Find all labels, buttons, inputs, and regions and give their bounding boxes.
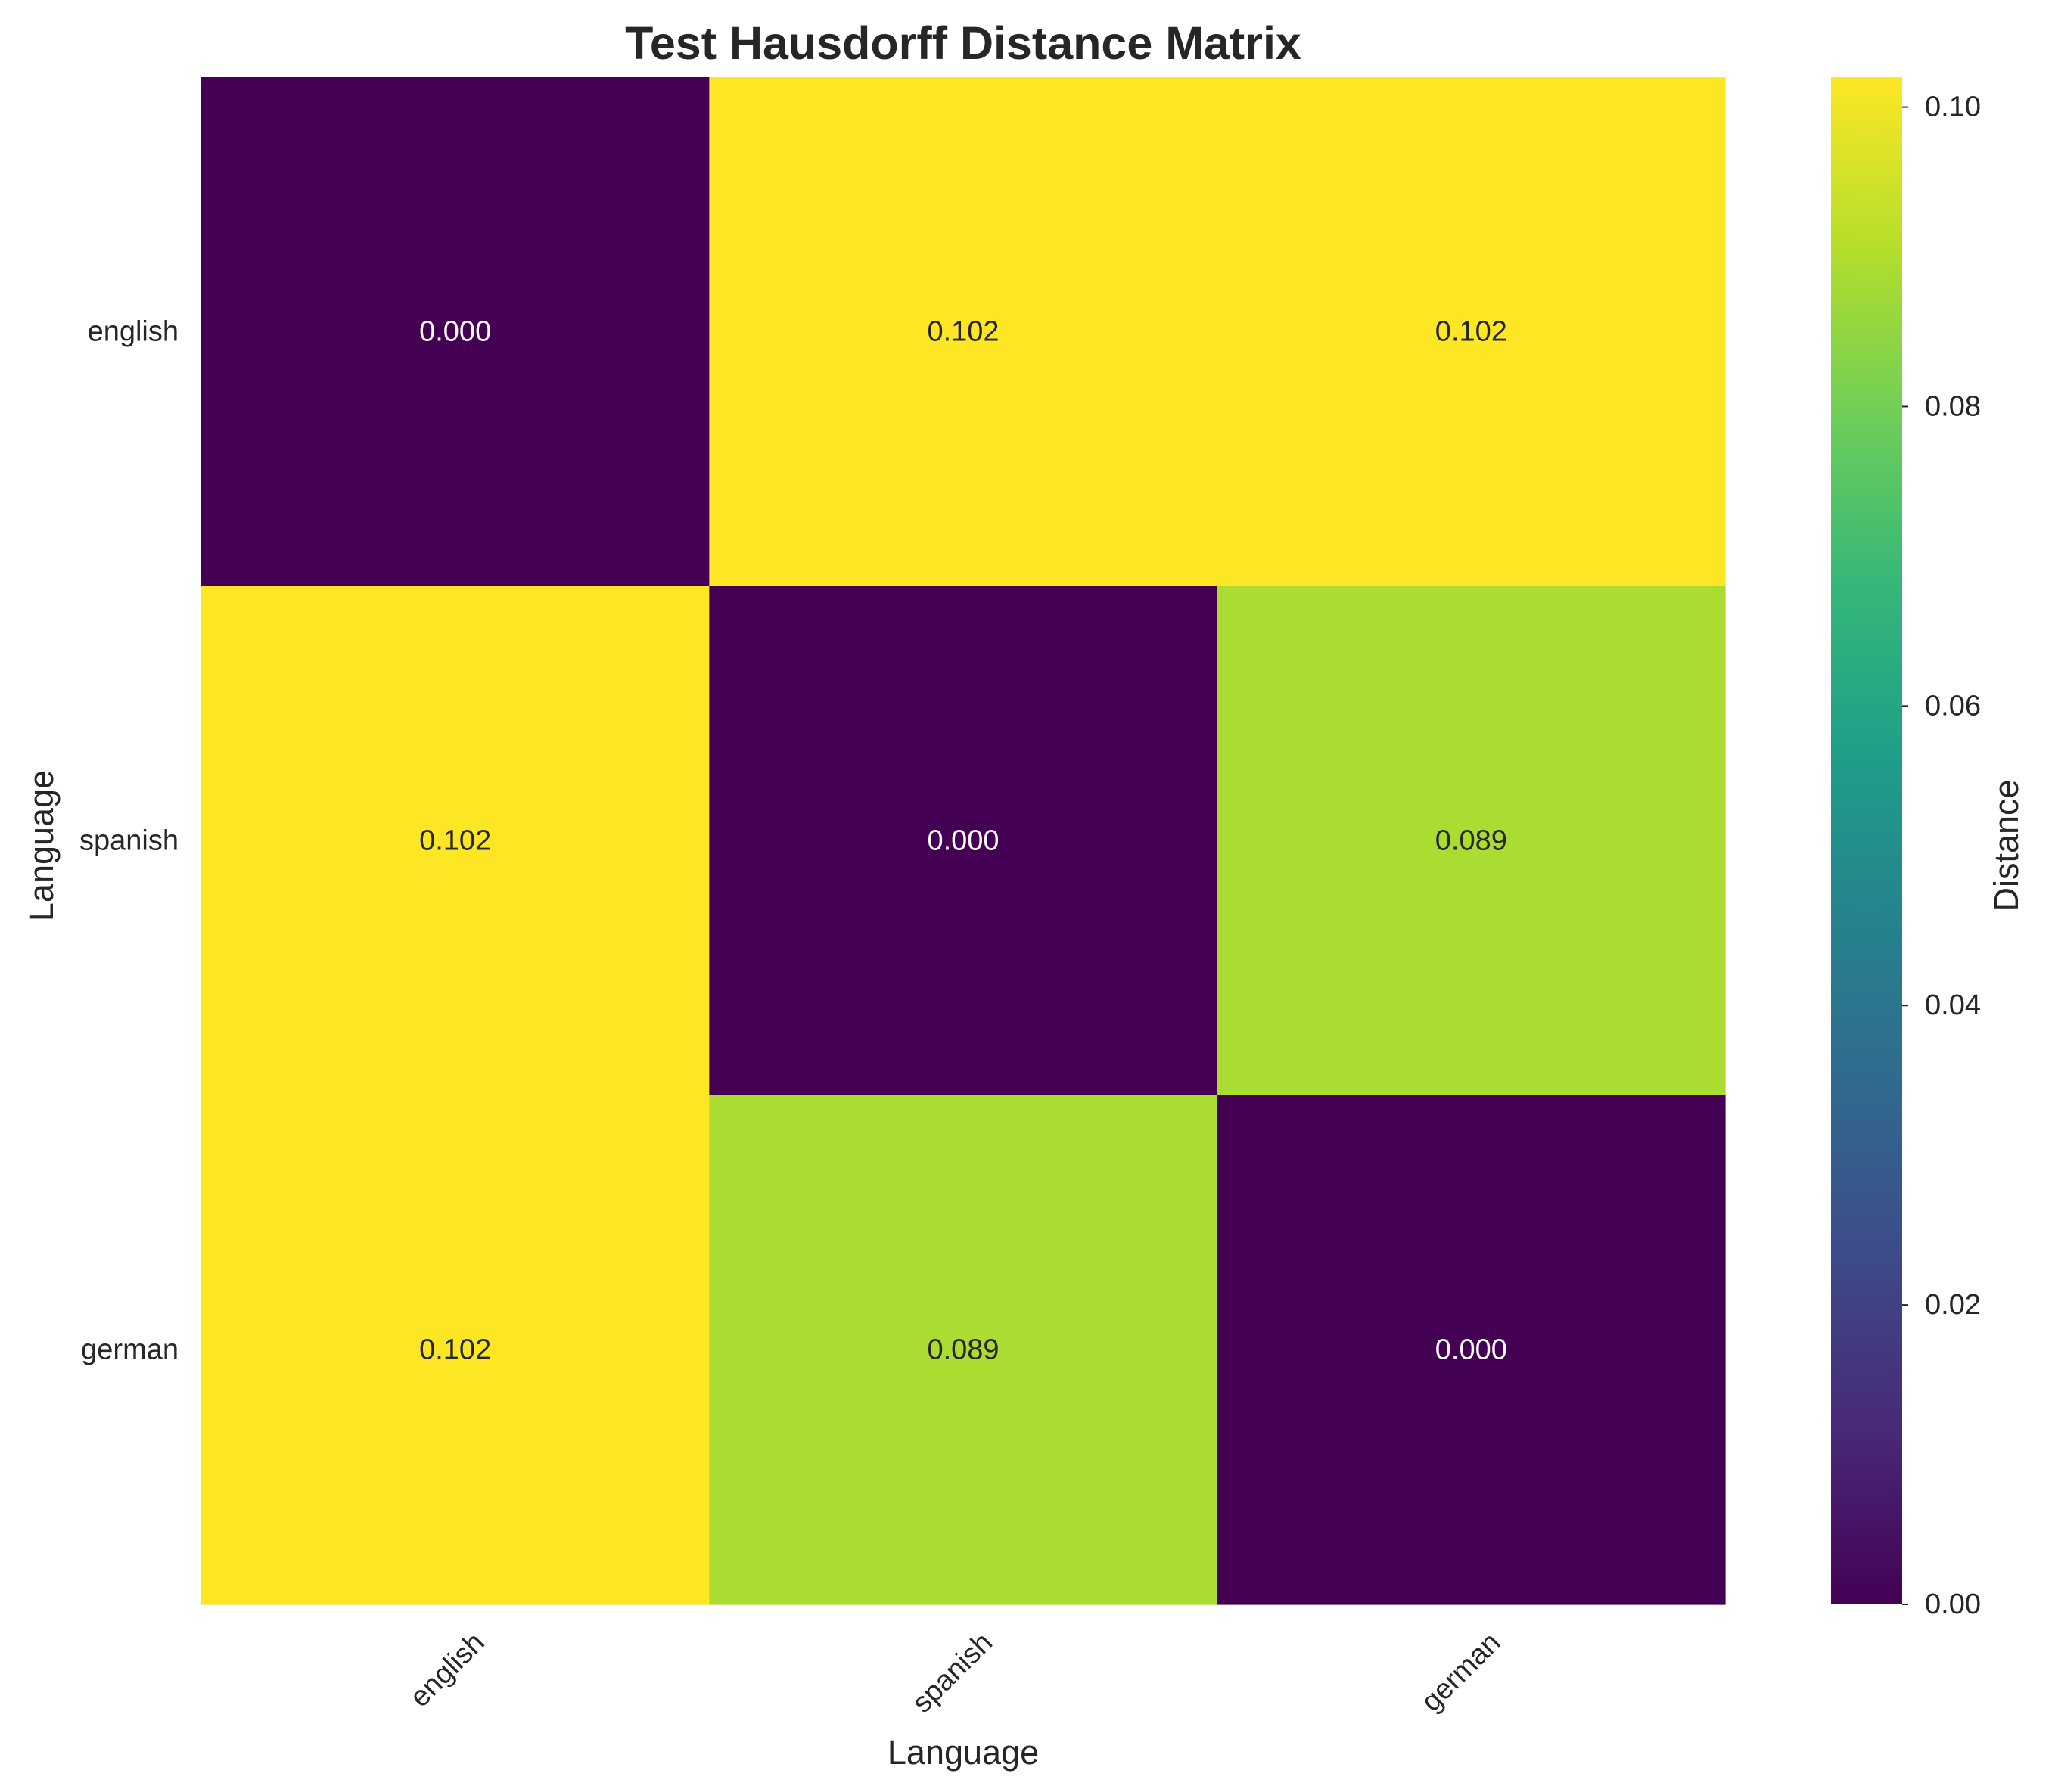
colorbar-tick-label: 0.08	[1925, 390, 1981, 422]
cell-value-label: 0.089	[927, 1334, 999, 1366]
chart-title: Test Hausdorff Distance Matrix	[625, 17, 1301, 69]
colorbar-tick-label: 0.00	[1925, 1589, 1981, 1620]
cell-value-label: 0.102	[1435, 316, 1507, 348]
x-tick-label-spanish: spanish	[906, 1626, 999, 1719]
colorbar-tick-label: 0.04	[1925, 989, 1981, 1021]
y-axis-label: Language	[22, 770, 61, 921]
heatmap-cell-spanish-german	[1217, 586, 1726, 1096]
heatmap-cell-german-spanish	[709, 1095, 1218, 1605]
cell-value-label: 0.102	[927, 316, 999, 348]
cell-value-label: 0.102	[419, 825, 491, 857]
heatmap-cell-spanish-spanish	[709, 586, 1218, 1096]
heatmap-cells	[201, 77, 1726, 1605]
colorbar-tick-labels: 0.00 0.02 0.04 0.06 0.08 0.10	[1902, 92, 1981, 1620]
colorbar-tick-label: 0.10	[1925, 92, 1981, 123]
heatmap-cell-english-german	[1217, 77, 1726, 587]
colorbar-label: Distance	[1987, 779, 2025, 912]
heatmap-cell-german-german	[1217, 1095, 1726, 1605]
cell-value-label: 0.000	[1435, 1334, 1507, 1366]
colorbar-tick-label: 0.02	[1925, 1289, 1981, 1321]
y-tick-label-spanish: spanish	[79, 825, 179, 857]
cell-value-label: 0.000	[927, 825, 999, 857]
heatmap-cell-labels: 0.000 0.102 0.102 0.102 0.000 0.089 0.102 0.089…	[419, 316, 1507, 1366]
x-axis-label: Language	[888, 1733, 1039, 1772]
cell-value-label: 0.102	[419, 1334, 491, 1366]
colorbar	[1831, 77, 1902, 1604]
x-tick-label-english: english	[404, 1626, 491, 1713]
x-tick-labels: english spanish german	[404, 1626, 1507, 1719]
cell-value-label: 0.000	[419, 316, 491, 348]
y-tick-label-german: german	[81, 1334, 179, 1366]
heatmap-cell-english-spanish	[709, 77, 1218, 587]
y-tick-labels: english spanish german	[79, 316, 179, 1366]
heatmap-cell-german-english	[201, 1095, 710, 1605]
cell-value-label: 0.089	[1435, 825, 1507, 857]
heatmap-cell-english-english	[201, 77, 710, 587]
heatmap-cell-spanish-english	[201, 586, 710, 1096]
x-tick-label-german: german	[1416, 1626, 1507, 1718]
y-tick-label-english: english	[88, 316, 179, 348]
colorbar-tick-label: 0.06	[1925, 690, 1981, 722]
